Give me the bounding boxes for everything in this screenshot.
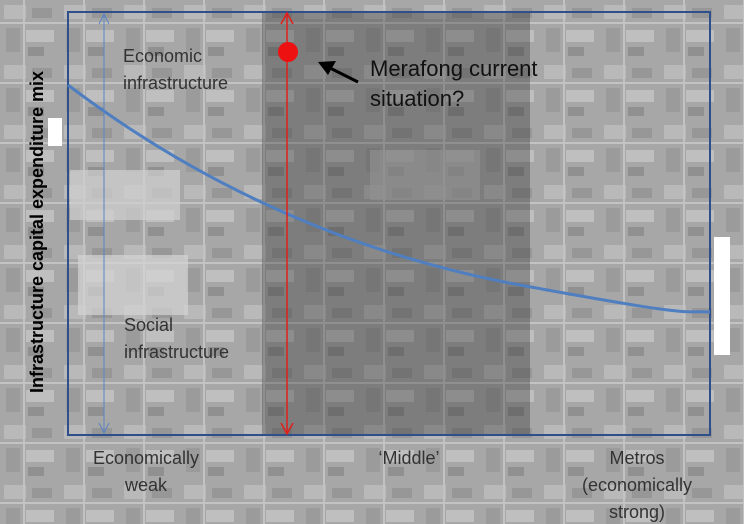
building — [78, 255, 188, 315]
annotation: situation? — [370, 86, 464, 111]
vertical-double-arrow — [98, 12, 110, 435]
pointer-arrow — [318, 61, 359, 84]
x-label: Metros — [609, 448, 664, 468]
region-label: Economic — [123, 46, 202, 66]
region-label: infrastructure — [124, 342, 229, 362]
white-patch — [714, 237, 730, 355]
x-label: strong) — [609, 502, 665, 522]
frame — [67, 11, 711, 436]
red-double-arrow — [280, 11, 294, 436]
y-axis-label: Infrastructure capital expenditure mix — [27, 71, 47, 393]
building — [70, 170, 180, 220]
region-label: infrastructure — [123, 73, 228, 93]
x-labels: Economically weak ‘Middle’ Metros (economica… — [93, 448, 692, 522]
mix-curve — [67, 83, 711, 314]
x-label: ‘Middle’ — [378, 448, 439, 468]
x-label: (economically — [582, 475, 692, 495]
x-label: Economically — [93, 448, 199, 468]
region-label: Social — [124, 315, 173, 335]
building — [370, 150, 480, 200]
annotation: Merafong current — [370, 56, 538, 81]
white-patch — [48, 118, 62, 146]
x-label: weak — [124, 475, 168, 495]
current-position-dot — [278, 42, 298, 62]
